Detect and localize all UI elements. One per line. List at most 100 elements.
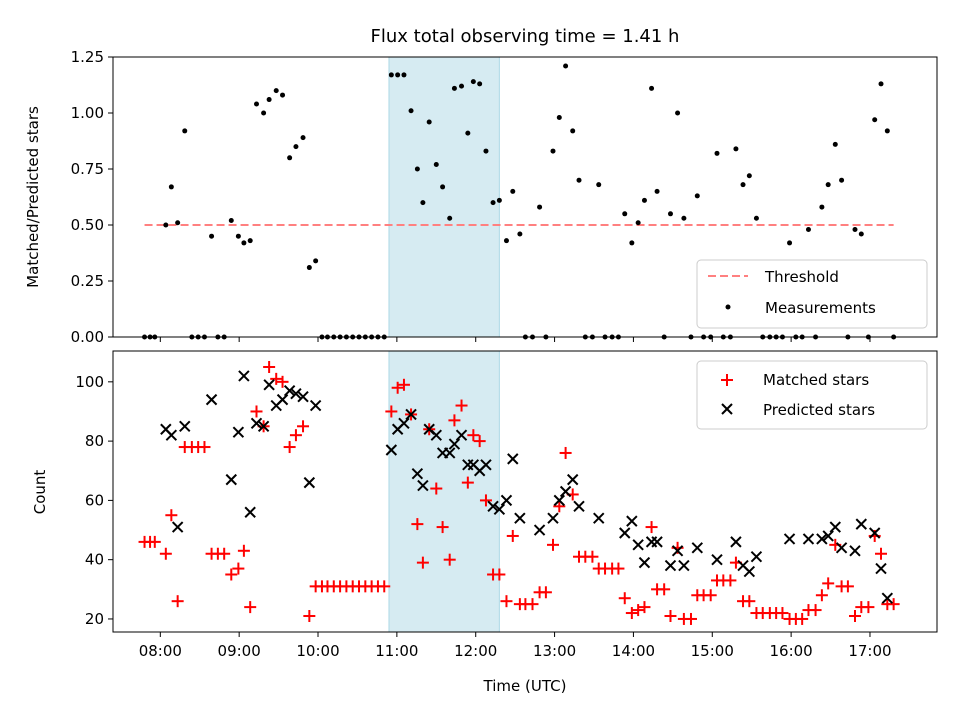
matched-star-point — [416, 556, 429, 569]
measurement-point — [388, 72, 394, 78]
measurement-point — [563, 63, 569, 69]
matched-star-point — [684, 612, 697, 625]
ratio-legend-box — [696, 259, 928, 329]
measurement-point — [556, 114, 562, 120]
matched-star-point — [289, 429, 302, 442]
predicted-star-point — [309, 399, 322, 412]
x-tick-label: 14:00 — [612, 642, 655, 660]
predicted-star-point — [711, 553, 723, 566]
predicted-star-point — [547, 512, 559, 524]
predicted-star-point — [875, 562, 887, 575]
legend-predicted-label: Predicted stars — [763, 401, 875, 419]
measurement-point — [872, 117, 878, 123]
predicted-star-point — [816, 533, 828, 545]
measurement-point — [517, 231, 523, 237]
predicted-star-point — [232, 426, 245, 438]
measurement-point — [175, 220, 181, 226]
measurement-point — [241, 240, 247, 246]
predicted-star-point — [869, 527, 881, 539]
ratio-x-ticks — [159, 337, 871, 342]
matched-star-point — [776, 607, 789, 620]
measurement-point — [300, 135, 306, 141]
matched-star-point — [506, 529, 519, 542]
ratio-panel: 0.00 0.25 0.50 0.75 1.00 1.25 Flux total obse… — [24, 26, 938, 346]
count-y-tick-label: 80 — [85, 432, 104, 450]
predicted-star-point — [493, 503, 506, 515]
matched-star-point — [250, 405, 263, 418]
measurement-point — [681, 215, 687, 221]
matched-star-point — [303, 609, 316, 622]
measurement-point — [313, 258, 319, 264]
measurement-point — [537, 204, 543, 210]
measurement-point — [622, 211, 628, 217]
matched-star-point — [553, 500, 566, 513]
measurement-point — [182, 128, 188, 134]
measurement-point — [746, 173, 752, 179]
matched-star-point — [283, 441, 296, 454]
predicted-star-point — [276, 393, 289, 406]
measurement-point — [878, 81, 884, 87]
matched-star-point — [822, 577, 835, 590]
measurement-point — [635, 220, 641, 226]
measurement-point — [787, 240, 793, 246]
matched-star-point — [237, 544, 250, 557]
x-tick-label: 09:00 — [218, 642, 261, 660]
predicted-star-point — [566, 473, 579, 486]
matched-star-point — [430, 482, 443, 495]
matched-star-point — [546, 538, 559, 551]
matched-star-point — [391, 381, 404, 394]
matched-star-point — [385, 405, 398, 418]
predicted-star-point — [385, 444, 398, 456]
predicted-star-point — [448, 438, 461, 450]
measurement-point — [675, 110, 681, 116]
measurement-point — [550, 148, 556, 154]
predicted-star-point — [244, 506, 256, 518]
predicted-star-point — [783, 533, 796, 545]
x-tick-label: 16:00 — [770, 642, 813, 660]
measurement-point — [852, 226, 858, 232]
predicted-star-point — [179, 420, 191, 432]
measurement-point — [649, 85, 655, 91]
predicted-star-point — [405, 408, 417, 421]
ratio-y-tick-label: 1.00 — [71, 104, 104, 122]
measurement-point — [465, 130, 471, 136]
predicted-star-point — [257, 420, 270, 432]
matched-star-point — [411, 518, 424, 531]
count-y-axis-label: Count — [31, 470, 49, 515]
measurement-point — [740, 182, 746, 188]
measurement-point — [163, 222, 169, 228]
matched-star-point — [539, 586, 552, 599]
measurement-point — [273, 88, 279, 94]
matched-star-point — [658, 583, 671, 596]
x-tick-label: 08:00 — [139, 642, 182, 660]
predicted-star-point — [165, 429, 178, 441]
count-panel: 20 40 60 80 100 08:00 09:00 10:00 11:00 12:00 13:… — [31, 350, 938, 695]
ratio-y-axis-label: Matched/Predicted stars — [24, 106, 42, 288]
measurement-point — [395, 72, 401, 78]
x-tick-label: 12:00 — [454, 642, 497, 660]
matched-star-point — [848, 609, 861, 622]
ratio-y-tick-label: 1.25 — [71, 48, 104, 66]
predicted-star-point — [430, 429, 442, 441]
count-y-ticks: 20 40 60 80 100 — [75, 373, 113, 628]
measurement-point — [570, 128, 576, 134]
measurement-point — [414, 166, 420, 172]
measurement-point — [753, 215, 759, 221]
predicted-star-point — [514, 512, 526, 524]
predicted-star-point — [480, 459, 492, 471]
matched-star-point — [232, 562, 245, 575]
matched-star-point — [397, 378, 410, 391]
ratio-y-tick-label: 0.25 — [71, 272, 104, 290]
measurement-point — [733, 146, 739, 152]
predicted-star-point — [225, 473, 237, 486]
measurement-point — [714, 150, 720, 156]
predicted-star-point — [671, 545, 684, 557]
matched-star-point — [171, 595, 184, 608]
measurement-point — [440, 184, 446, 190]
predicted-star-point — [743, 565, 756, 578]
matched-star-point — [815, 589, 828, 602]
predicted-star-point — [829, 521, 841, 533]
predicted-star-point — [411, 468, 424, 480]
measurement-point — [496, 197, 502, 203]
